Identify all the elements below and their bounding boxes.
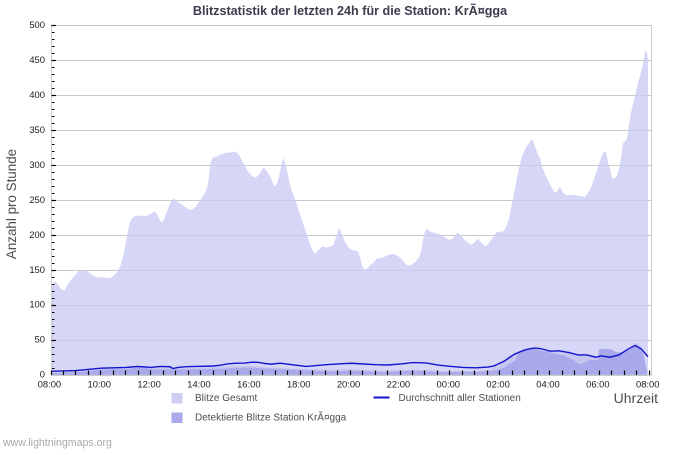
svg-text:14:00: 14:00 — [187, 379, 210, 390]
svg-text:450: 450 — [29, 54, 45, 65]
svg-text:02:00: 02:00 — [486, 379, 509, 390]
svg-text:Uhrzeit: Uhrzeit — [614, 390, 658, 406]
svg-text:0: 0 — [40, 369, 45, 380]
svg-text:20:00: 20:00 — [337, 379, 360, 390]
svg-text:350: 350 — [29, 124, 45, 135]
svg-text:Anzahl pro Stunde: Anzahl pro Stunde — [4, 149, 19, 259]
svg-text:Blitzstatistik der letzten 24h: Blitzstatistik der letzten 24h für die S… — [193, 3, 508, 18]
svg-text:200: 200 — [29, 229, 45, 240]
svg-text:00:00: 00:00 — [437, 379, 460, 390]
svg-text:www.lightningmaps.org: www.lightningmaps.org — [2, 437, 112, 449]
svg-text:18:00: 18:00 — [287, 379, 310, 390]
svg-text:100: 100 — [29, 299, 45, 310]
svg-text:08:00: 08:00 — [38, 379, 61, 390]
svg-text:06:00: 06:00 — [586, 379, 609, 390]
svg-text:08:00: 08:00 — [636, 379, 659, 390]
svg-text:16:00: 16:00 — [237, 379, 260, 390]
svg-text:500: 500 — [29, 19, 45, 30]
svg-text:12:00: 12:00 — [137, 379, 160, 390]
svg-text:400: 400 — [29, 89, 45, 100]
svg-text:Detektierte Blitze Station KrÃ: Detektierte Blitze Station KrÃ¤gga — [195, 411, 347, 424]
svg-text:250: 250 — [29, 194, 45, 205]
svg-text:Durchschnitt aller Stationen: Durchschnitt aller Stationen — [399, 393, 521, 404]
svg-text:50: 50 — [35, 334, 45, 345]
svg-text:150: 150 — [29, 264, 45, 275]
svg-text:300: 300 — [29, 159, 45, 170]
svg-text:04:00: 04:00 — [536, 379, 559, 390]
svg-text:Blitze Gesamt: Blitze Gesamt — [195, 393, 257, 404]
svg-text:10:00: 10:00 — [88, 379, 111, 390]
svg-text:22:00: 22:00 — [387, 379, 410, 390]
